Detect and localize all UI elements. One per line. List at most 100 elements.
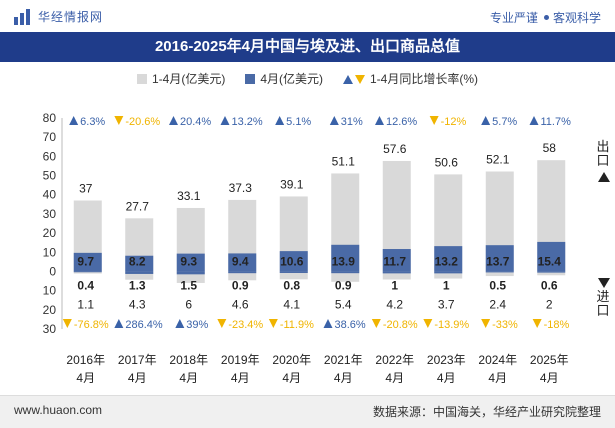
export-growth-label: 31%: [341, 116, 363, 128]
legend-label-cumulative: 1-4月(亿美元): [151, 72, 226, 86]
legend-swatch-month: [245, 73, 256, 84]
import-month-bar: [485, 271, 514, 273]
export-month-bar: [176, 253, 205, 272]
import-growth-label: -11.9%: [280, 319, 314, 331]
export-growth-label: 5.1%: [286, 116, 311, 128]
x-tick-label: 4月: [334, 371, 353, 385]
legend-triangle-icon: [343, 74, 365, 84]
export-month-label: 9.3: [180, 254, 197, 268]
export-cumulative-label: 37: [79, 181, 93, 195]
x-tick-label: 2019年: [221, 353, 260, 367]
x-tick-label: 4月: [540, 371, 559, 385]
import-growth-marker: [323, 319, 333, 328]
tagline: 专业严谨 客观科学: [490, 9, 601, 26]
top-bar: 华经情报网 专业严谨 客观科学: [0, 0, 615, 32]
export-growth-marker: [169, 116, 178, 125]
tagline-right: 客观科学: [552, 11, 601, 25]
x-tick-label: 2018年: [169, 353, 208, 367]
import-month-bar: [331, 271, 360, 274]
export-cumulative-label: 27.7: [126, 199, 150, 213]
import-cumulative-bar: [228, 271, 257, 281]
import-growth-label: 286.4%: [125, 319, 163, 331]
import-growth-marker: [175, 319, 185, 328]
export-month-label: 13.2: [435, 254, 459, 268]
import-cumulative-label: 2.4: [489, 297, 506, 311]
export-cumulative-label: 52.1: [486, 153, 510, 167]
legend-label-month: 4月(亿美元): [260, 72, 323, 86]
export-arrow-icon: [598, 172, 610, 182]
import-growth-marker: [423, 319, 433, 328]
export-month-label: 9.7: [77, 254, 94, 268]
x-tick-label: 4月: [128, 371, 147, 385]
export-growth-marker: [429, 116, 439, 125]
export-month-bar: [279, 251, 308, 272]
y-tick-label: 80: [43, 111, 57, 125]
brand: 华经情报网: [14, 8, 103, 25]
export-month-bar: [331, 244, 360, 272]
import-cumulative-label: 4.1: [283, 297, 300, 311]
import-growth-marker: [268, 319, 278, 328]
export-cumulative-label: 50.6: [435, 155, 459, 169]
footer-source: 数据来源：中国海关，华经产业研究院整理: [372, 405, 601, 419]
y-tick-label: 20: [43, 303, 57, 317]
footer-url: www.huaon.com: [14, 403, 103, 417]
import-cumulative-bar: [331, 271, 360, 282]
import-growth-marker: [532, 319, 542, 328]
export-growth-label: 12.6%: [386, 116, 417, 128]
export-growth-marker: [529, 116, 539, 125]
legend-swatch-cumulative: [136, 73, 147, 84]
import-cumulative-label: 4.3: [129, 297, 146, 311]
x-tick-label: 4月: [231, 371, 250, 385]
import-growth-label: -76.8%: [74, 319, 109, 331]
export-cumulative-label: 51.1: [332, 154, 356, 168]
export-month-label: 8.2: [129, 254, 146, 268]
export-month-bar: [485, 245, 514, 272]
y-tick-label: 60: [43, 149, 57, 163]
import-growth-label: 38.6%: [335, 319, 366, 331]
y-tick-label: 30: [43, 207, 57, 221]
import-growth-label: -20.8%: [383, 319, 418, 331]
export-month-bar: [382, 249, 411, 272]
export-growth-label: -20.6%: [125, 116, 160, 128]
import-month-label: 0.9: [335, 278, 352, 292]
import-month-bar: [228, 271, 257, 274]
y-tick-label: 30: [43, 322, 57, 336]
export-growth-label: 6.3%: [80, 116, 105, 128]
import-cumulative-bar: [434, 271, 463, 279]
legend-item-growth: 1-4月同比增长率(%): [343, 70, 478, 87]
export-growth-marker: [275, 116, 285, 125]
legend-label-growth: 1-4月同比增长率(%): [370, 72, 479, 86]
import-month-bar: [434, 271, 463, 274]
x-tick-label: 4月: [282, 371, 301, 385]
export-cumulative-label: 57.6: [383, 142, 407, 156]
x-tick-label: 4月: [385, 371, 404, 385]
import-month-bar: [382, 271, 411, 274]
brand-logo-icon: [14, 8, 30, 25]
x-tick-label: 2017年: [118, 353, 157, 367]
export-month-label: 9.4: [232, 254, 249, 268]
import-cumulative-bar: [485, 271, 514, 277]
import-month-label: 0.4: [77, 278, 94, 292]
import-cumulative-bar: [73, 271, 102, 274]
export-month-label: 13.7: [486, 254, 510, 268]
x-tick-label: 4月: [76, 371, 95, 385]
chart-title: 2016-2025年4月中国与埃及进、出口商品总值: [0, 32, 615, 62]
import-cumulative-bar: [125, 271, 154, 280]
import-growth-label: -23.4%: [228, 319, 263, 331]
import-cumulative-bar: [279, 271, 308, 280]
y-tick-label: 20: [43, 226, 57, 240]
export-month-label: 11.7: [383, 254, 406, 268]
chart-plot: 80 70 60 50 40 30 20 10 0 10 20 30 37 9.7 0.4 1.1 6.3% -7…: [43, 111, 571, 385]
x-tick-label: 2024年: [478, 353, 517, 367]
export-growth-marker: [329, 116, 339, 125]
x-tick-label: 2025年: [530, 353, 569, 367]
export-month-bar: [434, 246, 463, 272]
export-month-label: 10.6: [280, 254, 304, 268]
y-tick-label: 70: [43, 130, 57, 144]
import-cumulative-bar: [382, 271, 411, 280]
y-tick-label: 10: [43, 284, 57, 298]
export-growth-label: -12%: [441, 116, 467, 128]
legend-item-cumulative: 1-4月(亿美元): [136, 70, 226, 87]
x-tick-label: 2022年: [375, 353, 414, 367]
import-month-label: 0.6: [541, 278, 558, 292]
